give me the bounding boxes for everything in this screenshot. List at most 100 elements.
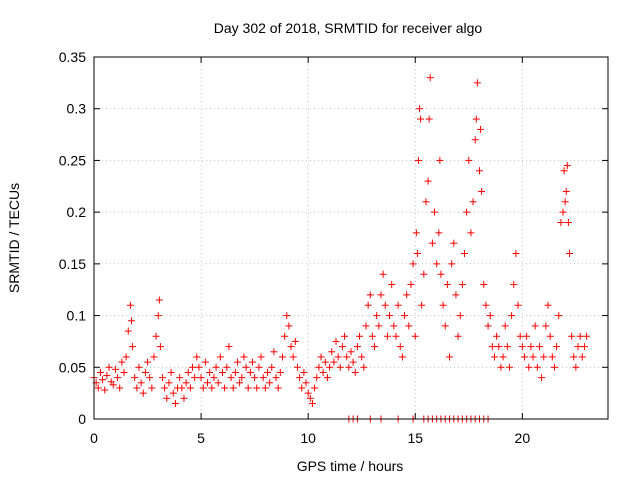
data-point	[493, 332, 501, 340]
data-point	[508, 312, 516, 320]
data-point	[516, 332, 524, 340]
data-point	[225, 343, 233, 351]
data-point	[544, 301, 552, 309]
x-tick-label: 15	[407, 430, 423, 446]
data-point	[535, 343, 543, 351]
data-point	[332, 337, 340, 345]
data-point	[165, 379, 173, 387]
data-point	[568, 332, 576, 340]
data-point	[278, 353, 286, 361]
data-point	[356, 332, 364, 340]
y-tick-label: 0.2	[67, 204, 87, 220]
data-point	[195, 363, 203, 371]
data-point	[542, 322, 550, 330]
data-point	[167, 368, 175, 376]
data-point	[291, 337, 299, 345]
data-point	[336, 363, 344, 371]
data-point	[248, 358, 256, 366]
data-point	[308, 399, 316, 407]
data-point	[137, 379, 145, 387]
data-point	[465, 156, 473, 164]
data-point	[416, 105, 424, 113]
data-point	[523, 332, 531, 340]
data-point	[270, 348, 278, 356]
data-point	[422, 198, 430, 206]
data-points	[90, 74, 591, 423]
data-point	[454, 332, 462, 340]
data-point	[562, 187, 570, 195]
data-point	[214, 379, 222, 387]
data-point	[540, 353, 548, 361]
y-tick-label: 0.05	[59, 359, 86, 375]
data-point	[204, 379, 212, 387]
data-point	[396, 343, 404, 351]
data-point	[118, 358, 126, 366]
data-point	[206, 368, 214, 376]
data-point	[477, 125, 485, 133]
data-point	[563, 162, 571, 170]
data-point	[133, 384, 141, 392]
data-point	[231, 368, 239, 376]
x-tick-label: 20	[515, 430, 531, 446]
data-point	[323, 374, 331, 382]
data-point	[456, 312, 464, 320]
data-point	[296, 374, 304, 382]
data-point	[246, 368, 254, 376]
data-point	[413, 250, 421, 258]
data-point	[197, 374, 205, 382]
data-point	[334, 353, 342, 361]
data-point	[583, 332, 591, 340]
data-point	[328, 348, 336, 356]
data-point	[472, 115, 480, 123]
data-point	[405, 322, 413, 330]
data-point	[163, 394, 171, 402]
data-point	[184, 368, 192, 376]
data-point	[124, 327, 132, 335]
data-point	[176, 374, 184, 382]
data-point	[394, 301, 402, 309]
data-point	[424, 177, 432, 185]
data-point	[469, 198, 477, 206]
data-point	[116, 384, 124, 392]
data-point	[103, 372, 111, 380]
data-point	[482, 301, 490, 309]
data-point	[503, 343, 511, 351]
data-point	[379, 270, 387, 278]
data-point	[458, 281, 466, 289]
data-point	[219, 368, 226, 376]
data-point	[229, 384, 237, 392]
x-tick-label: 5	[197, 430, 205, 446]
data-point	[351, 368, 359, 376]
data-point	[360, 363, 368, 371]
data-point	[341, 332, 349, 340]
data-point	[120, 368, 128, 376]
data-point	[570, 353, 578, 361]
data-point	[383, 332, 391, 340]
data-point	[191, 374, 199, 382]
chart-title: Day 302 of 2018, SRMTID for receiver alg…	[214, 20, 483, 36]
data-point	[326, 363, 334, 371]
data-point	[345, 363, 353, 371]
data-point	[343, 353, 351, 361]
data-point	[223, 363, 231, 371]
data-point	[414, 156, 422, 164]
data-point	[450, 239, 458, 247]
data-point	[353, 343, 361, 351]
data-point	[505, 363, 513, 371]
data-point	[574, 343, 582, 351]
data-point	[210, 374, 218, 382]
data-point	[578, 353, 586, 361]
data-point	[154, 312, 162, 320]
data-point	[452, 291, 460, 299]
data-point	[349, 358, 357, 366]
data-point	[390, 322, 398, 330]
data-point	[319, 368, 327, 376]
y-tick-label: 0.3	[67, 101, 87, 117]
data-point	[347, 348, 355, 356]
data-point	[313, 374, 321, 382]
data-point	[461, 250, 469, 258]
data-point	[560, 167, 568, 175]
data-point	[557, 218, 565, 226]
data-point	[467, 229, 475, 237]
y-tick-label: 0.25	[59, 152, 86, 168]
